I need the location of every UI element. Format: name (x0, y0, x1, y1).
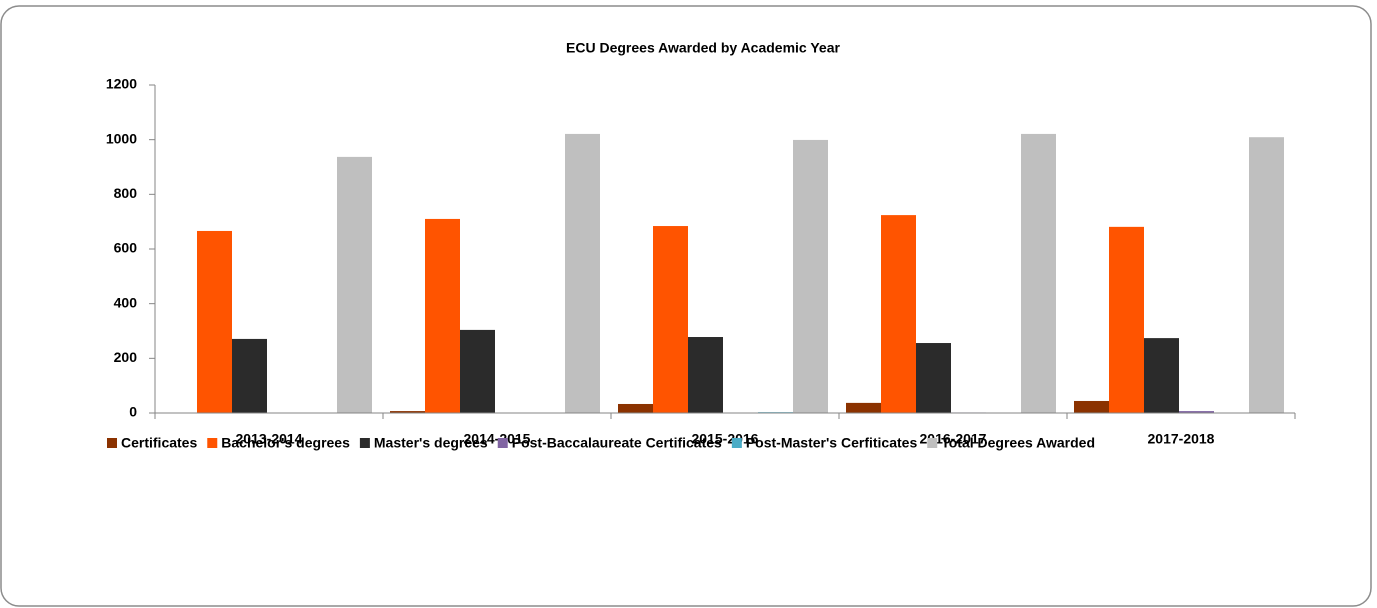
y-tick-label: 400 (114, 294, 138, 310)
y-tick-label: 600 (114, 240, 138, 256)
y-tick-label: 0 (129, 404, 137, 420)
bar (793, 139, 828, 413)
bar (232, 338, 267, 413)
bar (881, 215, 916, 413)
legend-label: Certificates (121, 435, 197, 451)
bar (1021, 133, 1056, 413)
bar (916, 343, 951, 413)
chart-title: ECU Degrees Awarded by Academic Year (566, 40, 840, 56)
bar (1109, 226, 1144, 413)
bar (390, 411, 425, 413)
bar (1074, 400, 1109, 413)
bar (460, 329, 495, 413)
y-tick-label: 1000 (106, 130, 137, 146)
legend-label: Post-Baccalaureate Certificates (512, 435, 722, 451)
legend-label: Post-Master's Cerfiticates (746, 435, 918, 451)
x-tick-label: 2017-2018 (1148, 431, 1215, 447)
bar (653, 226, 688, 413)
legend-swatch (207, 438, 218, 448)
bar (618, 403, 653, 413)
bar (197, 230, 232, 413)
bar (1179, 411, 1214, 413)
legend-label: Total Degrees Awarded (941, 435, 1095, 451)
legend-swatch (731, 438, 742, 448)
legend-swatch (927, 438, 938, 448)
y-tick-label: 1200 (106, 76, 137, 92)
bar (1249, 137, 1284, 413)
bar (425, 218, 460, 413)
x-tick-label: 2015-2016 (692, 431, 759, 447)
x-tick-label: 2014-2015 (464, 431, 531, 447)
bar (337, 156, 372, 414)
legend-label: Bachelor's degrees (221, 435, 350, 451)
legend-label: Master's degrees (374, 435, 488, 451)
y-tick-label: 200 (114, 349, 138, 365)
y-tick-label: 800 (114, 185, 138, 201)
legend-swatch (107, 438, 117, 448)
legend-swatch (359, 438, 370, 448)
x-tick-label: 2013-2014 (236, 431, 303, 447)
bar (846, 402, 881, 413)
bar (565, 133, 600, 413)
bar (688, 337, 723, 413)
legend-swatch (497, 438, 508, 448)
bar (1144, 338, 1179, 413)
